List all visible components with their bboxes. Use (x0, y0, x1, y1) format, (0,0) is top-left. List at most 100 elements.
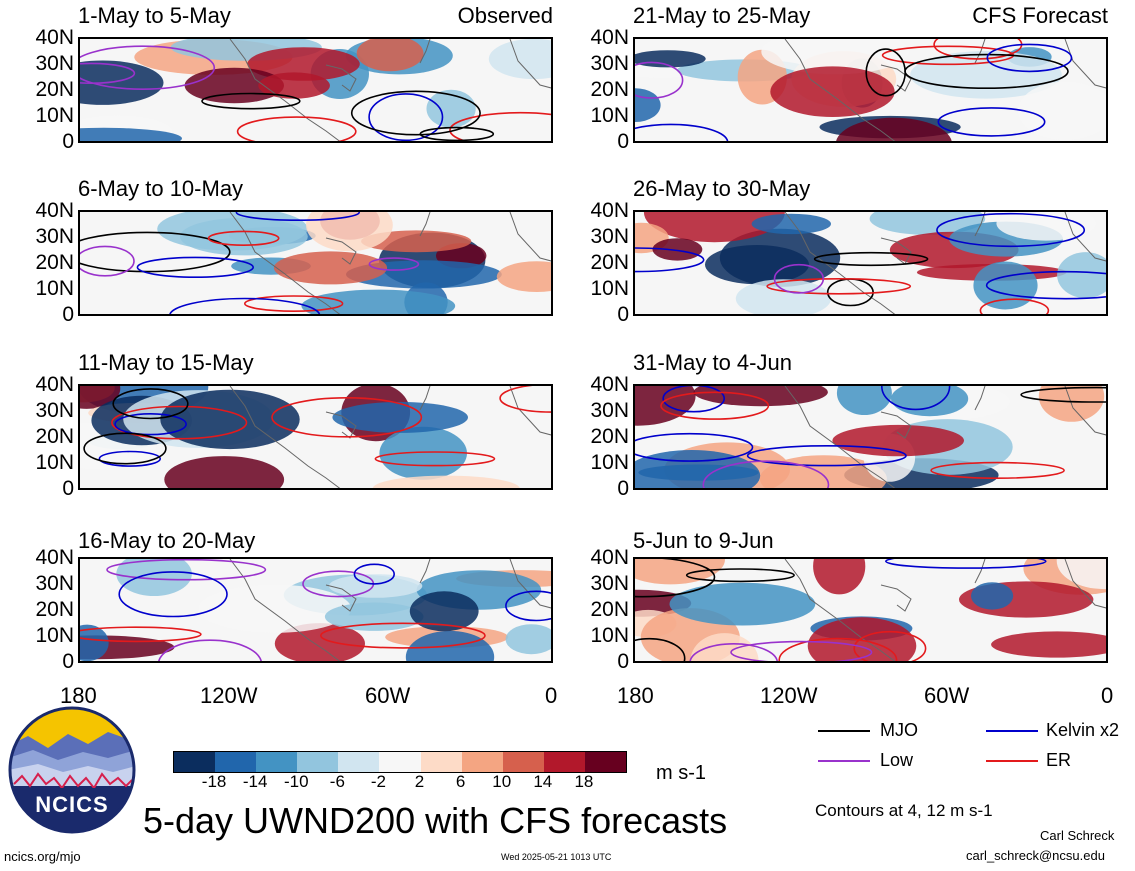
kelvin-contour (985, 270, 1106, 300)
y-tick-label: 20N (590, 251, 629, 274)
er-contour (243, 295, 344, 312)
y-tick-label: 30N (590, 399, 629, 422)
colorbar-tick-label: 10 (492, 772, 512, 791)
colorbar-tick-label: -2 (370, 772, 387, 791)
y-tick-label: 30N (590, 572, 629, 595)
anomaly-region (80, 386, 121, 409)
y-tick-label: 40N (590, 26, 629, 49)
colorbar-swatch (215, 752, 257, 772)
anomaly-region (836, 386, 892, 415)
y-tick-label: 10N (35, 451, 74, 474)
kelvin-contour (235, 212, 360, 221)
y-tick-label: 20N (590, 78, 629, 101)
anomaly-region (751, 213, 831, 235)
colorbar (173, 751, 627, 773)
low-contour (158, 639, 262, 661)
er-contour (80, 626, 202, 643)
anomaly-region (836, 117, 952, 141)
er-contour (853, 630, 927, 661)
y-tick-label: 40N (35, 373, 74, 396)
kelvin-contour (746, 444, 907, 467)
kelvin-contour (114, 413, 187, 436)
y-tick-label: 10N (35, 104, 74, 127)
colorbar-tick-label: -14 (242, 772, 268, 791)
map-panel (633, 210, 1108, 316)
logo-text: NCICS (35, 792, 109, 817)
mjo-contour (826, 278, 874, 307)
mjo-contour (112, 388, 189, 420)
kelvin-contour (937, 107, 1046, 137)
y-tick-label: 40N (590, 373, 629, 396)
y-tick-label: 20N (35, 425, 74, 448)
anomaly-region (198, 584, 352, 633)
anomaly-region (324, 602, 424, 631)
anomaly-region (379, 426, 468, 480)
anomaly-region (496, 261, 551, 292)
y-tick-label: 0 (617, 130, 629, 153)
x-tick-left-0: 0 (545, 683, 558, 708)
anomaly-region (869, 212, 986, 235)
mjo-contour (813, 251, 929, 267)
ncics-logo: NCICS (8, 706, 136, 834)
coastline (229, 39, 551, 141)
panel-title: 26-May to 30-May (633, 176, 811, 201)
anomaly-region (996, 212, 1096, 241)
er-contour (207, 230, 280, 246)
er-contour (111, 405, 248, 440)
anomaly-region (160, 389, 300, 450)
anomaly-region (690, 633, 759, 661)
kelvin-contour (635, 432, 754, 462)
colorbar-swatch (256, 752, 298, 772)
map-panel (633, 37, 1108, 143)
x-tick-right-60w: 60W (924, 683, 970, 708)
panel-title: 31-May to 4-Jun (633, 350, 792, 375)
low-contour (368, 257, 420, 271)
low-contour (689, 643, 779, 661)
y-tick-label: 10N (590, 104, 629, 127)
coastline (784, 39, 1106, 141)
y-tick-label: 40N (590, 546, 629, 569)
map-panel (633, 557, 1108, 663)
y-tick-label: 30N (35, 52, 74, 75)
colorbar-swatch (420, 752, 462, 772)
coastline (229, 212, 551, 314)
legend-er-line (986, 760, 1038, 762)
y-tick-label: 10N (590, 624, 629, 647)
kelvin-contour (986, 43, 1073, 73)
low-contour (80, 62, 136, 84)
anomaly-region (505, 624, 551, 655)
panel-title: 5-Jun to 9-Jun (633, 528, 774, 553)
anomaly-region (761, 39, 910, 75)
anomaly-region (635, 386, 696, 426)
colorbar-swatch (174, 752, 216, 772)
y-tick-label: 20N (590, 598, 629, 621)
colorbar-tick-label: 2 (414, 772, 425, 791)
anomaly-region (669, 582, 816, 626)
mjo-contour (201, 92, 301, 110)
panel-title: 21-May to 25-May (633, 3, 811, 28)
legend-low-label: Low (880, 750, 914, 770)
footer-email: carl_schreck@ncsu.edu (966, 848, 1105, 863)
panel-source-label: CFS Forecast (972, 3, 1108, 28)
y-tick-label: 30N (35, 572, 74, 595)
y-tick-label: 0 (62, 477, 74, 500)
legend-kelvin-line (986, 730, 1038, 732)
colorbar-swatch (297, 752, 339, 772)
legend-mjo-line (818, 730, 870, 732)
mjo-contour (1020, 386, 1106, 403)
y-tick-label: 20N (35, 251, 74, 274)
y-tick-label: 30N (590, 52, 629, 75)
kelvin-contour (635, 123, 729, 141)
colorbar-tick-label: -18 (201, 772, 227, 791)
map-panel (633, 384, 1108, 490)
er-contour (449, 111, 551, 141)
anomaly-region (1057, 252, 1106, 299)
low-contour (80, 245, 135, 277)
y-tick-label: 10N (590, 451, 629, 474)
map-panel (78, 210, 553, 316)
colorbar-tick-label: 18 (574, 772, 594, 791)
anomaly-region (258, 72, 330, 99)
panel-title: 11-May to 15-May (78, 350, 254, 375)
kelvin-contour (505, 590, 551, 622)
y-tick-label: 40N (590, 199, 629, 222)
